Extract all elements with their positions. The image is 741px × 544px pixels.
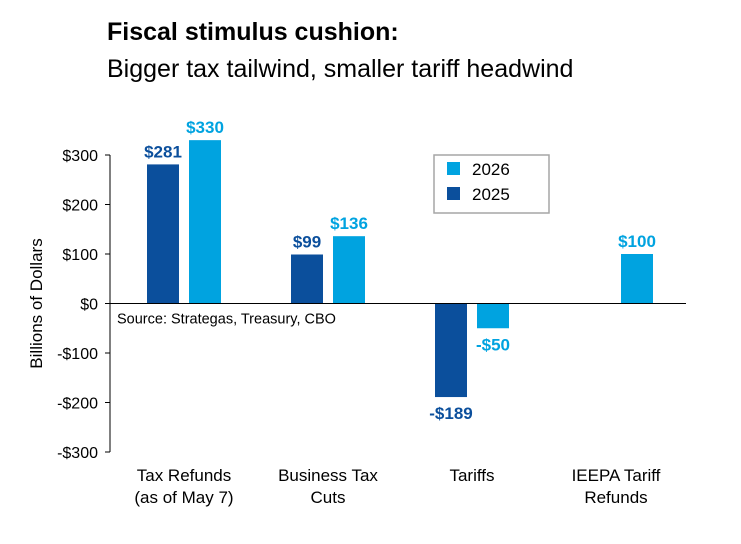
legend-swatch-2025 [447, 187, 460, 200]
bar-2026-1 [189, 140, 221, 304]
bar-2025-1 [147, 164, 179, 304]
chart-subtitle: Bigger tax tailwind, smaller tariff head… [107, 55, 574, 83]
y-tick-label: -$200 [57, 396, 98, 413]
data-label-2025-3: -$189 [429, 404, 472, 423]
y-tick-label: $100 [62, 247, 98, 264]
x-tick-label: Tax Refunds [137, 466, 232, 485]
data-label-2026-1: $330 [186, 118, 224, 137]
y-tick-label: -$100 [57, 346, 98, 363]
x-tick-label: Cuts [311, 488, 346, 507]
x-tick-label: IEEPA Tariff [572, 466, 661, 485]
chart-title: Fiscal stimulus cushion: [107, 18, 399, 46]
data-label-2026-2: $136 [330, 214, 368, 233]
bar-2026-2 [333, 236, 365, 304]
x-tick-label: (as of May 7) [134, 488, 233, 507]
legend-label-2026: 2026 [472, 160, 510, 179]
bar-2025-2 [291, 254, 323, 304]
y-axis-label: Billions of Dollars [27, 238, 46, 368]
bar-2026-3 [477, 303, 509, 329]
y-tick-label: -$300 [57, 445, 98, 462]
data-label-2026-4: $100 [618, 232, 656, 251]
bar-2026-4 [621, 254, 653, 304]
data-label-2026-3: -$50 [476, 335, 510, 354]
data-label-2025-1: $281 [144, 142, 182, 161]
data-label-2025-2: $99 [293, 232, 321, 251]
y-tick-label: $0 [80, 297, 98, 314]
x-tick-label: Tariffs [449, 466, 494, 485]
legend-swatch-2026 [447, 162, 460, 175]
legend-label-2025: 2025 [472, 185, 510, 204]
x-tick-label: Refunds [584, 488, 647, 507]
y-tick-label: $200 [62, 198, 98, 215]
x-tick-label: Business Tax [278, 466, 378, 485]
y-tick-label: $300 [62, 148, 98, 165]
source-note: Source: Strategas, Treasury, CBO [117, 312, 336, 328]
bar-2025-3 [435, 303, 467, 398]
